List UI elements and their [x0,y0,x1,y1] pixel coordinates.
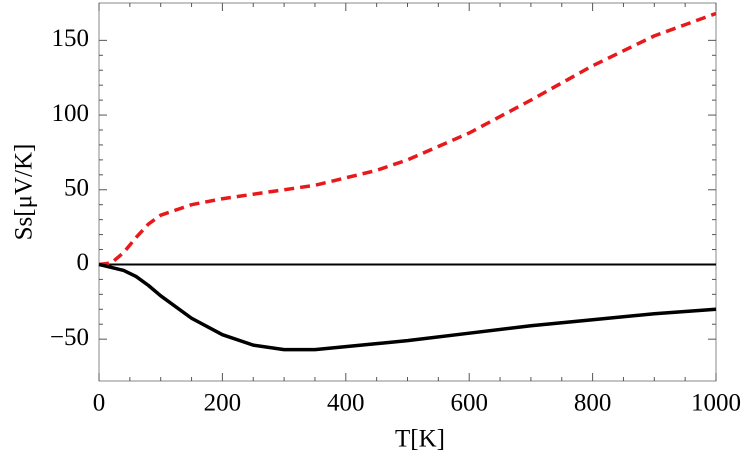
data-line [98,11,717,267]
x-tick-label: 0 [93,390,106,417]
y-tick-label: 50 [64,174,89,201]
x-axis-label: T[K] [395,426,445,453]
x-tick-label: 800 [574,390,612,417]
x-tick-label: 600 [450,390,488,417]
y-tick-label: 100 [52,100,90,127]
y-tick-label: −50 [50,324,89,351]
y-tick-label: 0 [77,249,90,276]
x-tick-label: 400 [327,390,365,417]
y-tick-label: 150 [52,25,90,52]
plot-frame [98,2,717,382]
y-axis-label: Ss[μV/K] [11,144,38,241]
x-tick-label: 1000 [691,390,741,417]
data-line [98,262,717,352]
x-tick-label: 200 [204,390,242,417]
